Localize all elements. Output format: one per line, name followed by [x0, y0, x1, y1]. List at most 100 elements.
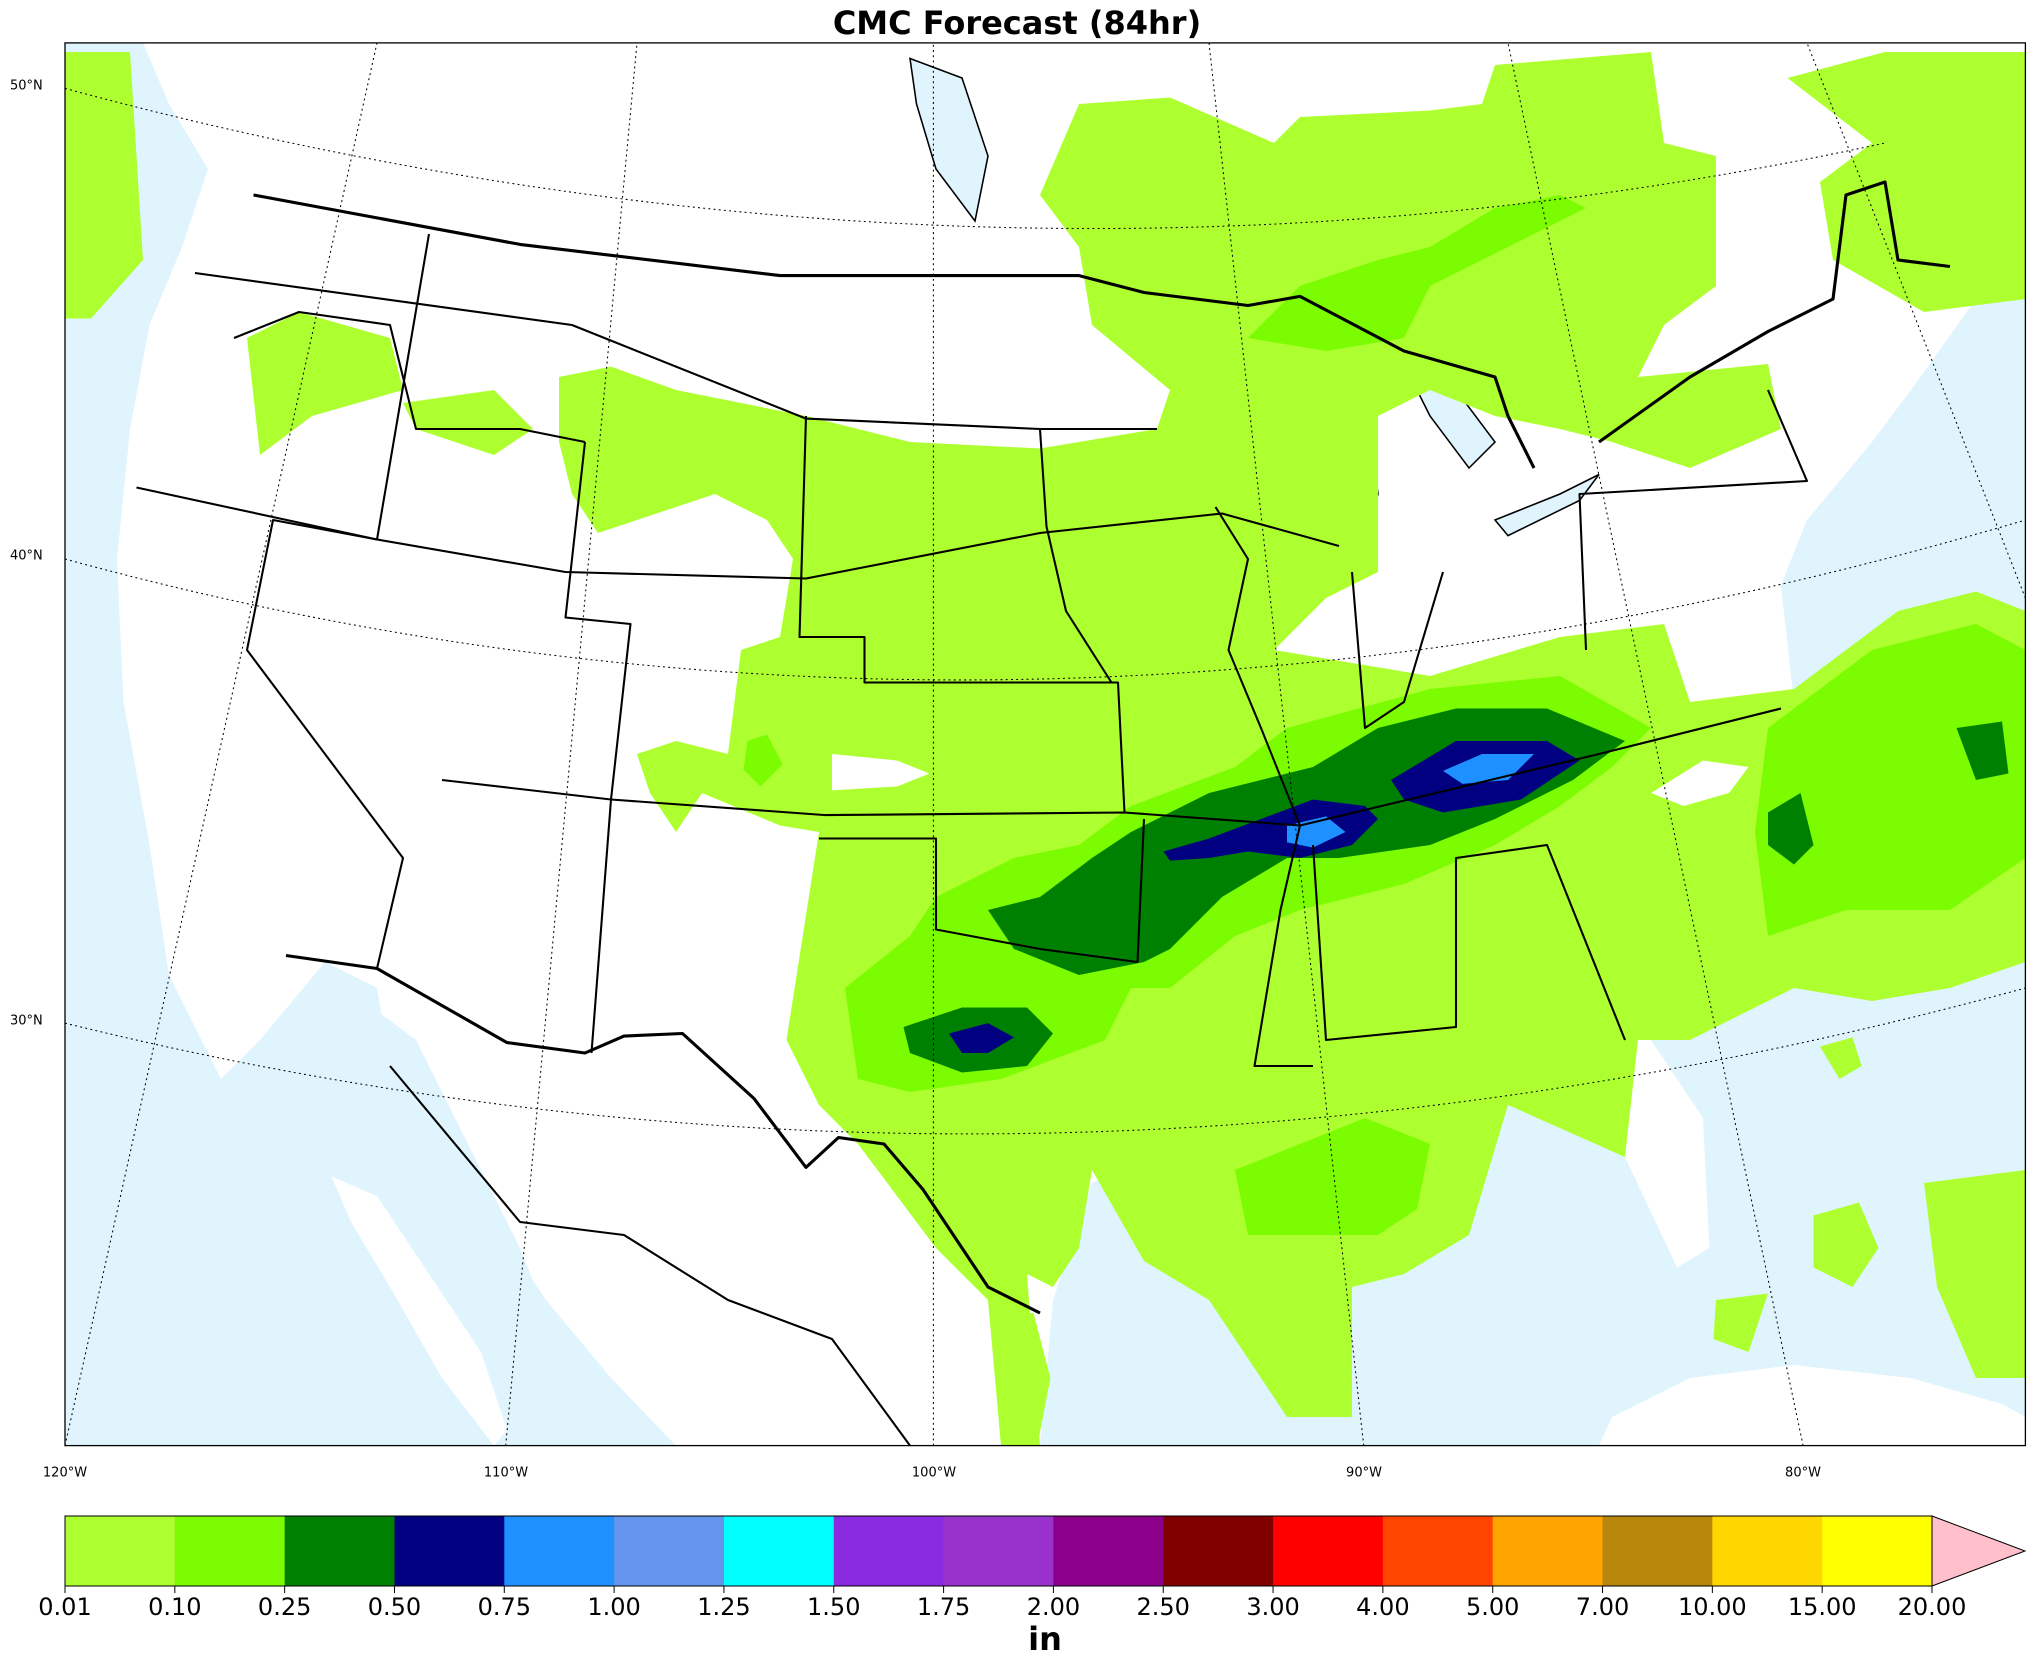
colorbar-box — [1053, 1516, 1164, 1586]
graticule — [64, 42, 2026, 1446]
colorbar-box — [174, 1516, 286, 1586]
colorbar-box — [284, 1516, 395, 1586]
colorbar: 0.01 0.10 0.25 0.50 0.75 1.00 1.25 1.50 1.75 2.00… — [38, 1515, 2027, 1621]
meridian — [505, 42, 638, 1446]
precip-area — [1163, 799, 1378, 861]
precip-area — [743, 734, 783, 787]
precip-area — [1819, 1037, 1862, 1079]
colorbar-box — [723, 1516, 835, 1586]
state-line — [564, 441, 632, 1054]
map-frame — [64, 42, 2027, 1447]
lake-erie — [1493, 473, 1600, 537]
state-line — [1038, 428, 1113, 684]
lon-label: 110°W — [484, 1466, 528, 1481]
lon-label: 120°W — [43, 1466, 87, 1481]
state-line — [233, 310, 586, 444]
precip-area — [403, 390, 533, 455]
colorbar-tick-label: 15.00 — [1788, 1593, 1857, 1621]
colorbar-box — [614, 1516, 725, 1586]
precip-area — [1923, 1170, 2026, 1378]
state-line — [818, 818, 1146, 964]
colorbar-tick-label: 1.75 — [917, 1593, 970, 1621]
colorbar-tick-label: 1.00 — [587, 1593, 640, 1621]
lat-label: 50°N — [10, 79, 43, 94]
us-canada-border — [1598, 180, 1951, 444]
colorbar-box — [1273, 1516, 1384, 1586]
precip-area — [1443, 754, 1534, 784]
state-line — [245, 233, 431, 969]
precip-area — [246, 312, 403, 455]
colorbar-tick-label: 3.00 — [1246, 1593, 1299, 1621]
gulf-of-california — [364, 1000, 546, 1339]
colorbar-tick-label: 0.10 — [148, 1593, 201, 1621]
colorbar-box — [1163, 1516, 1274, 1586]
colorbar-tick-label: 5.00 — [1466, 1593, 1519, 1621]
coordinate-labels: 50°N 40°N 30°N 120°W 110°W 100°W 90°W 80… — [10, 79, 1821, 1481]
meridian — [1806, 42, 2026, 599]
us-canada-border — [253, 193, 1536, 469]
map-area — [64, 42, 2026, 1446]
parallel — [64, 87, 1886, 230]
borders — [136, 180, 1951, 1446]
colorbar-tick-label: 7.00 — [1576, 1593, 1629, 1621]
colorbar-tick-label: 2.00 — [1027, 1593, 1080, 1621]
colorbar-box — [1602, 1516, 1713, 1586]
state-line — [1214, 506, 1313, 1068]
colorbar-frame — [64, 1515, 1933, 1587]
dry-pocket — [832, 754, 930, 791]
us-mexico-border — [285, 953, 1041, 1315]
lon-label: 90°W — [1346, 1466, 1382, 1481]
colorbar-box — [943, 1516, 1054, 1586]
colorbar-tick-label: 1.50 — [807, 1593, 860, 1621]
precip-area — [1235, 1118, 1430, 1235]
meridian — [64, 42, 378, 1446]
colorbar-tick-label: 0.25 — [258, 1593, 311, 1621]
meridian — [1208, 42, 1365, 1446]
baja — [331, 1176, 507, 1446]
precip-area — [1754, 624, 2026, 936]
colorbar-box — [1822, 1516, 1933, 1586]
colorbar-tick-label: 0.75 — [478, 1593, 531, 1621]
precip-area — [1713, 1293, 1768, 1352]
lat-label: 40°N — [10, 549, 43, 564]
lat-label: 30°N — [10, 1014, 43, 1029]
colorbar-box — [1492, 1516, 1604, 1586]
precip-area — [1787, 52, 2026, 312]
precip-area — [1813, 1202, 1879, 1287]
colorbar-box — [394, 1516, 505, 1586]
precip-area — [1767, 793, 1814, 865]
state-line — [1311, 843, 1626, 1042]
precip-area — [65, 52, 143, 319]
parallel — [64, 519, 2026, 681]
state-line — [798, 415, 1126, 813]
precip-area — [948, 1023, 1014, 1053]
state-line — [389, 1065, 911, 1446]
colorbar-box — [504, 1516, 615, 1586]
colorbar-box — [1382, 1516, 1494, 1586]
title: CMC Forecast (84hr) — [833, 4, 1201, 42]
lon-label: 100°W — [912, 1466, 956, 1481]
colorbar-label: in — [1028, 1620, 1062, 1658]
colorbar-tick-label: 4.00 — [1356, 1593, 1409, 1621]
colorbar-tick-label: 10.00 — [1678, 1593, 1747, 1621]
colorbar-extend — [1931, 1515, 2027, 1587]
precip-area — [1956, 721, 2009, 780]
colorbar-tick-label: 2.50 — [1137, 1593, 1190, 1621]
cuba — [1598, 1364, 2026, 1446]
colorbar-tick-label: 20.00 — [1898, 1593, 1967, 1621]
lake-winnipeg — [909, 57, 989, 223]
colorbar-box — [1712, 1516, 1823, 1586]
lon-label: 80°W — [1785, 1466, 1821, 1481]
precip-area — [994, 1312, 1051, 1446]
colorbar-tick-label: 0.01 — [38, 1593, 91, 1621]
state-line — [1350, 571, 1444, 730]
colorbar-box — [833, 1516, 945, 1586]
colorbar-box — [65, 1516, 176, 1586]
dry-pocket — [1651, 760, 1749, 806]
colorbar-tick-label: 1.25 — [697, 1593, 750, 1621]
map — [64, 42, 2027, 1447]
state-line — [1578, 389, 1809, 651]
colorbar-tick-label: 0.50 — [368, 1593, 421, 1621]
